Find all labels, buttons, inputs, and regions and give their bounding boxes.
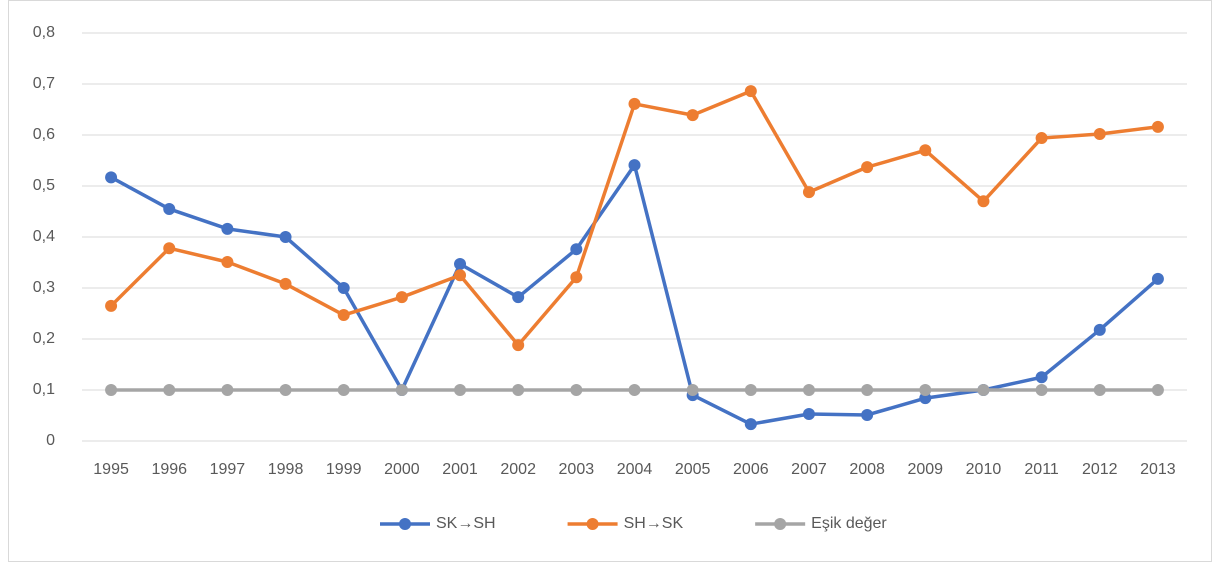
point xyxy=(919,384,932,396)
point xyxy=(744,418,757,431)
x-tick-label: 1999 xyxy=(326,461,362,478)
legend-label: SK→SH xyxy=(436,515,496,532)
x-tick-label: 2006 xyxy=(733,461,769,478)
point xyxy=(861,161,874,174)
point xyxy=(395,291,408,304)
x-tick-label: 2003 xyxy=(559,461,595,478)
y-tick-label: 0,4 xyxy=(33,228,55,245)
point xyxy=(802,384,815,396)
point xyxy=(163,202,176,215)
point xyxy=(512,384,525,396)
legend-item: SH→SK xyxy=(567,515,684,532)
y-tick-label: 0,3 xyxy=(33,279,55,296)
point xyxy=(744,384,757,396)
point xyxy=(802,186,815,199)
x-tick-label: 2004 xyxy=(617,461,653,478)
x-tick-label: 2008 xyxy=(849,461,885,478)
legend-item: SK→SH xyxy=(380,515,496,532)
x-tick-label: 2011 xyxy=(1024,461,1059,478)
point xyxy=(279,277,292,290)
point xyxy=(105,299,118,312)
point xyxy=(454,258,467,271)
point xyxy=(454,384,467,396)
point xyxy=(570,243,583,256)
point xyxy=(105,384,118,396)
point xyxy=(977,384,990,396)
y-tick-label: 0,8 xyxy=(33,24,55,41)
point xyxy=(1151,272,1164,285)
legend-item: Eşik değer xyxy=(755,515,887,532)
legend-label: SH→SK xyxy=(624,515,684,532)
point xyxy=(221,222,234,235)
point xyxy=(1093,384,1106,396)
point xyxy=(105,171,118,184)
point xyxy=(512,339,525,352)
chart-border xyxy=(8,0,1212,562)
point xyxy=(861,384,874,396)
point xyxy=(744,85,757,98)
x-tick-label: 2002 xyxy=(500,461,536,478)
legend-marker xyxy=(774,518,787,530)
point xyxy=(977,195,990,208)
point xyxy=(570,271,583,284)
x-tick-label: 2010 xyxy=(966,461,1002,478)
y-tick-label: 0,1 xyxy=(33,381,55,398)
x-tick-label: 2001 xyxy=(442,461,478,478)
point xyxy=(861,408,874,421)
point xyxy=(279,231,292,243)
point xyxy=(802,407,815,420)
point xyxy=(628,97,641,110)
point xyxy=(221,255,234,268)
x-tick-label: 2009 xyxy=(907,461,943,478)
point xyxy=(337,309,350,322)
x-tick-label: 2007 xyxy=(791,461,827,478)
point xyxy=(919,144,932,157)
point xyxy=(1035,371,1048,384)
x-tick-label: 1997 xyxy=(210,461,246,478)
point xyxy=(163,242,176,255)
y-tick-label: 0,6 xyxy=(33,126,55,143)
x-tick-label: 2000 xyxy=(384,461,420,478)
point xyxy=(628,159,641,172)
y-tick-label: 0,7 xyxy=(33,75,55,92)
point xyxy=(570,384,583,396)
x-tick-label: 2005 xyxy=(675,461,711,478)
y-tick-label: 0,5 xyxy=(33,177,55,194)
x-tick-label: 1998 xyxy=(268,461,304,478)
legend-marker xyxy=(399,518,411,530)
point xyxy=(163,384,176,396)
legend-marker xyxy=(586,518,599,530)
point xyxy=(221,384,234,396)
x-tick-label: 2013 xyxy=(1140,461,1176,478)
point xyxy=(337,384,350,396)
point xyxy=(628,384,641,396)
x-tick-label: 1995 xyxy=(93,461,129,478)
point xyxy=(1093,127,1106,140)
point xyxy=(686,109,699,122)
point xyxy=(337,282,350,294)
point xyxy=(512,291,525,304)
point xyxy=(454,269,467,282)
point xyxy=(1035,384,1048,396)
point xyxy=(1151,384,1164,396)
legend-label: Eşik değer xyxy=(811,515,887,532)
point xyxy=(686,384,699,396)
point xyxy=(1093,323,1106,336)
y-tick-label: 0,2 xyxy=(33,330,55,347)
point xyxy=(279,384,292,396)
point xyxy=(395,384,408,396)
point xyxy=(1151,120,1164,133)
y-tick-label: 0 xyxy=(46,432,55,449)
x-tick-label: 2012 xyxy=(1082,461,1118,478)
point xyxy=(1035,132,1048,145)
x-tick-label: 1996 xyxy=(151,461,187,478)
